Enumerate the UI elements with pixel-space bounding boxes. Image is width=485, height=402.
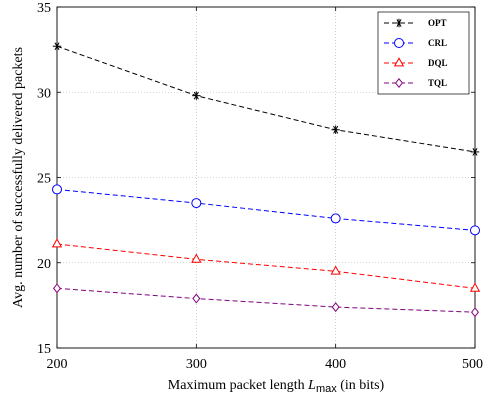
- legend-label-opt: OPT: [428, 18, 447, 28]
- y-axis-label: Avg. number of successfully delivered pa…: [11, 47, 26, 308]
- legend-item-opt: OPT: [384, 18, 447, 28]
- x-tick-label: 300: [186, 357, 207, 372]
- legend-item-tql: TQL: [384, 77, 447, 89]
- series-dql: [51, 238, 481, 292]
- data-point-crl: [52, 184, 62, 195]
- data-point-tql: [331, 302, 340, 313]
- data-point-tql: [192, 293, 201, 304]
- data-point-opt: [192, 91, 201, 100]
- x-tick-label: 200: [47, 357, 68, 372]
- legend-marker-opt: [394, 18, 404, 28]
- y-tick-label: 25: [37, 172, 51, 187]
- legend-label-tql: TQL: [428, 78, 447, 88]
- legend-label-crl: CRL: [428, 38, 447, 48]
- legend-item-crl: CRL: [384, 38, 447, 48]
- y-tick-label: 35: [37, 1, 51, 16]
- y-tick-label: 15: [37, 342, 51, 357]
- data-point-tql: [470, 307, 480, 318]
- data-point-dql: [330, 265, 341, 275]
- plot-frame: [56, 6, 476, 349]
- series-line-crl: [56, 188, 476, 231]
- x-tick-label: 400: [325, 357, 346, 372]
- series-crl: [52, 184, 480, 236]
- legend-item-dql: DQL: [384, 57, 448, 68]
- data-point-crl: [330, 213, 341, 224]
- series-opt: [52, 42, 480, 157]
- x-axis-label: Maximum packet length Lmax (in bits): [168, 378, 385, 395]
- legend-marker-dql: [393, 57, 405, 67]
- data-point-opt: [52, 42, 62, 51]
- y-tick-label: 30: [37, 86, 51, 101]
- legend-marker-tql: [394, 77, 404, 89]
- data-point-crl: [470, 225, 480, 236]
- series-line-tql: [56, 287, 476, 313]
- legend-box: [377, 11, 470, 95]
- data-point-tql: [52, 283, 62, 294]
- legend: OPT CRL DQL TQL: [377, 11, 470, 95]
- series-line-opt: [56, 45, 476, 153]
- data-point-dql: [51, 238, 63, 248]
- data-point-crl: [191, 198, 202, 209]
- series-line-dql: [56, 243, 476, 289]
- data-point-dql: [469, 282, 481, 292]
- legend-label-dql: DQL: [428, 58, 448, 68]
- data-point-opt: [331, 125, 340, 134]
- data-point-opt: [470, 147, 480, 157]
- y-tick-label: 20: [37, 257, 51, 272]
- x-tick-label: 500: [462, 357, 483, 372]
- data-point-dql: [191, 253, 202, 263]
- series-tql: [52, 283, 480, 318]
- legend-marker-crl: [394, 38, 404, 48]
